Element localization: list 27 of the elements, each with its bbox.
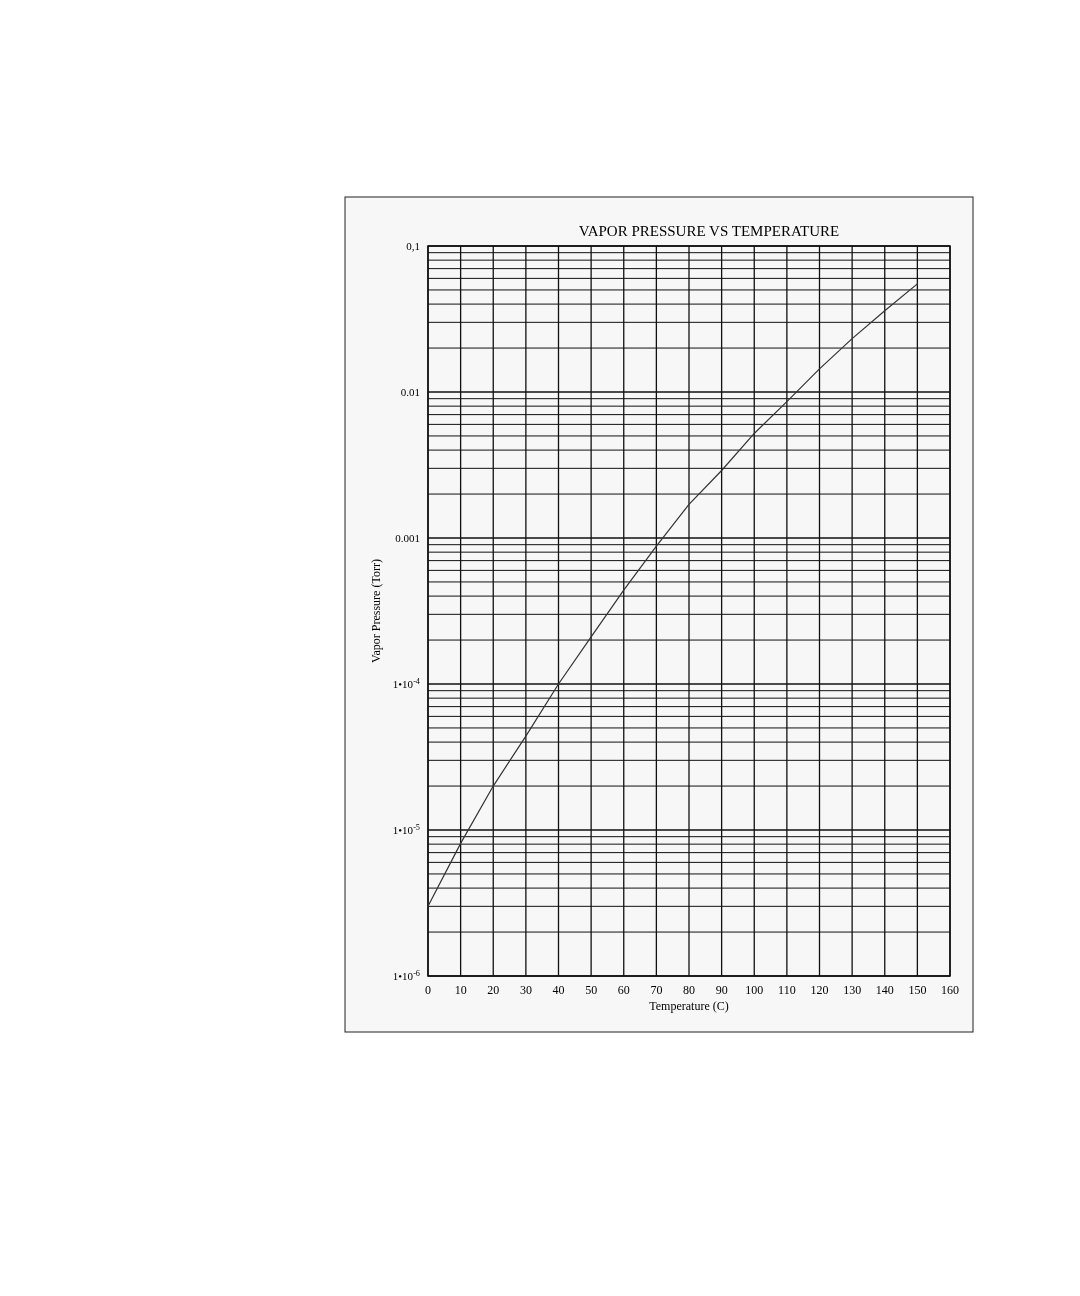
x-tick-label: 130 xyxy=(843,983,862,997)
x-tick-label: 120 xyxy=(810,983,829,997)
x-tick-label: 100 xyxy=(745,983,764,997)
x-tick-label: 70 xyxy=(650,983,663,997)
y-tick-label: 1•10$^{-6}$ xyxy=(392,968,420,982)
x-tick-label: 10 xyxy=(454,983,467,997)
x-tick-label: 0 xyxy=(425,983,431,997)
y-tick-label: 0.01 xyxy=(400,386,420,398)
x-tick-label: 40 xyxy=(552,983,565,997)
y-tick-label: 0.001 xyxy=(395,532,420,544)
x-axis-title: Temperature (C) xyxy=(649,999,729,1013)
x-tick-label: 150 xyxy=(908,983,927,997)
y-tick-label: 1•10$^{-5}$ xyxy=(392,822,420,836)
x-tick-label: 50 xyxy=(585,983,598,997)
y-tick-label: 1•10$^{-4}$ xyxy=(392,676,420,690)
chart-title: VAPOR PRESSURE VS TEMPERATURE xyxy=(578,223,840,239)
y-axis-title: Vapor Pressure (Torr) xyxy=(369,559,383,663)
x-tick-label: 20 xyxy=(487,983,500,997)
x-tick-label: 160 xyxy=(941,983,959,997)
x-tick-label: 80 xyxy=(683,983,695,997)
x-tick-label: 30 xyxy=(519,983,532,997)
line-series xyxy=(427,283,918,907)
x-tick-label: 110 xyxy=(778,983,796,997)
y-tick-label: 0,1 xyxy=(406,240,420,252)
x-tick-label: 90 xyxy=(715,983,728,997)
x-tick-label: 60 xyxy=(617,983,630,997)
x-tick-label: 140 xyxy=(875,983,894,997)
